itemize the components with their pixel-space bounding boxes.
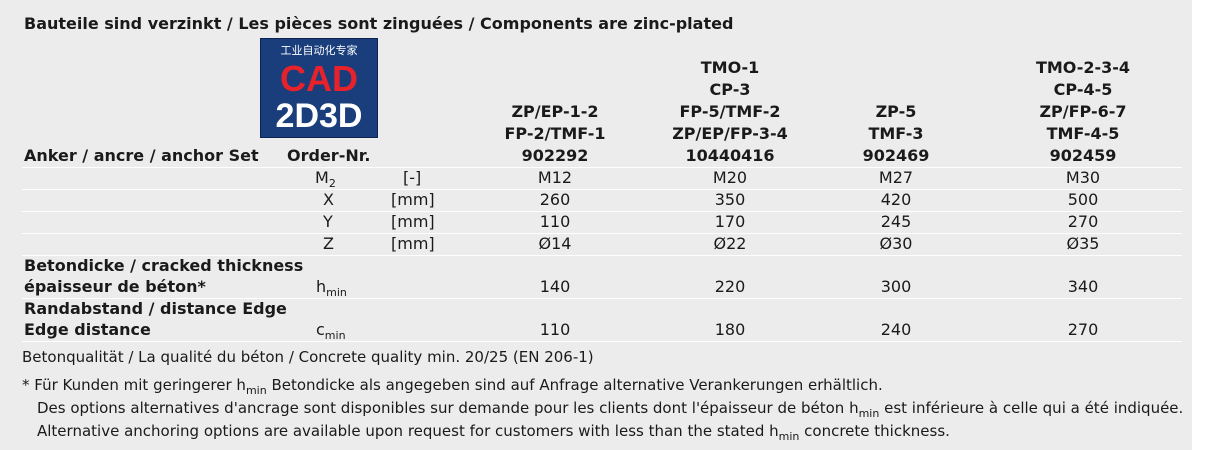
order-nr-col-1: 902292 bbox=[521, 146, 589, 165]
cmin-col-2: 180 bbox=[714, 320, 746, 339]
page-title: Bauteile sind verzinkt / Les pièces sont… bbox=[24, 14, 734, 33]
hmin-col-3: 300 bbox=[880, 277, 912, 296]
row-divider bbox=[22, 189, 1182, 190]
x-col-3: 420 bbox=[880, 190, 912, 209]
m-label: M2 bbox=[315, 168, 336, 190]
y-col-2: 170 bbox=[714, 212, 746, 231]
concrete-quality-note: Betonqualität / La qualité du béton / Co… bbox=[22, 348, 594, 366]
z-col-4: Ø35 bbox=[1066, 234, 1100, 253]
z-col-3: Ø30 bbox=[879, 234, 913, 253]
col-2-model-2: CP-3 bbox=[709, 80, 751, 99]
x-col-4: 500 bbox=[1067, 190, 1099, 209]
cad-2d3d-logo: 工业自动化专家 CAD 2D3D bbox=[260, 38, 378, 138]
footnote-en: Alternative anchoring options are availa… bbox=[37, 422, 950, 443]
x-unit: [mm] bbox=[391, 190, 435, 209]
order-nr-label: Order-Nr. bbox=[287, 146, 371, 165]
cmin-col-1: 110 bbox=[539, 320, 571, 339]
cmin-col-3: 240 bbox=[880, 320, 912, 339]
thickness-label-2: épaisseur de béton* bbox=[24, 277, 206, 296]
col-1-model-1: ZP/EP-1-2 bbox=[511, 102, 599, 121]
m-col-2: M20 bbox=[712, 168, 748, 187]
m-col-4: M30 bbox=[1065, 168, 1101, 187]
logo-2d3d-text: 2D3D bbox=[275, 97, 363, 135]
edge-label-2: Edge distance bbox=[24, 320, 151, 339]
col-4-model-2: CP-4-5 bbox=[1053, 80, 1113, 99]
footnote-fr: Des options alternatives d'ancrage sont … bbox=[37, 399, 1184, 420]
y-col-1: 110 bbox=[539, 212, 571, 231]
logo-cn-text: 工业自动化专家 bbox=[280, 44, 358, 57]
logo-cad-text: CAD bbox=[280, 58, 358, 99]
footnote-de: * Für Kunden mit geringerer hmin Betondi… bbox=[22, 376, 883, 397]
cmin-col-4: 270 bbox=[1067, 320, 1099, 339]
y-unit: [mm] bbox=[391, 212, 435, 231]
anchor-set-label: Anker / ancre / anchor Set bbox=[24, 146, 259, 165]
thickness-label-1: Betondicke / cracked thickness bbox=[24, 256, 304, 275]
cmin-label: cmin bbox=[316, 320, 346, 342]
x-col-2: 350 bbox=[714, 190, 746, 209]
x-label: X bbox=[323, 190, 334, 209]
hmin-col-1: 140 bbox=[539, 277, 571, 296]
col-2-model-1: TMO-1 bbox=[700, 58, 760, 77]
z-label: Z bbox=[323, 234, 334, 253]
col-4-model-3: ZP/FP-6-7 bbox=[1039, 102, 1127, 121]
y-col-3: 245 bbox=[880, 212, 912, 231]
page-margin bbox=[1192, 0, 1208, 450]
y-label: Y bbox=[323, 212, 333, 231]
col-3-model-1: ZP-5 bbox=[875, 102, 917, 121]
row-divider bbox=[22, 233, 1182, 234]
z-unit: [mm] bbox=[391, 234, 435, 253]
hmin-label: hmin bbox=[316, 277, 347, 299]
m-col-1: M12 bbox=[537, 168, 573, 187]
col-2-model-3: FP-5/TMF-2 bbox=[679, 102, 781, 121]
order-nr-col-4: 902459 bbox=[1049, 146, 1117, 165]
edge-label-1: Randabstand / distance Edge bbox=[24, 299, 287, 318]
row-divider bbox=[22, 341, 1182, 342]
x-col-1: 260 bbox=[539, 190, 571, 209]
hmin-col-2: 220 bbox=[714, 277, 746, 296]
z-col-1: Ø14 bbox=[538, 234, 572, 253]
col-2-model-4: ZP/EP/FP-3-4 bbox=[672, 124, 788, 143]
row-divider bbox=[22, 255, 1182, 256]
row-divider bbox=[22, 211, 1182, 212]
y-col-4: 270 bbox=[1067, 212, 1099, 231]
z-col-2: Ø22 bbox=[713, 234, 747, 253]
hmin-col-4: 340 bbox=[1067, 277, 1099, 296]
m-unit: [-] bbox=[403, 168, 422, 187]
row-divider bbox=[22, 298, 1182, 299]
order-nr-col-3: 902469 bbox=[862, 146, 930, 165]
row-divider bbox=[22, 167, 1182, 168]
col-4-model-4: TMF-4-5 bbox=[1046, 124, 1120, 143]
order-nr-col-2: 10440416 bbox=[685, 146, 775, 165]
col-4-model-1: TMO-2-3-4 bbox=[1035, 58, 1131, 77]
col-3-model-2: TMF-3 bbox=[868, 124, 924, 143]
m-col-3: M27 bbox=[878, 168, 914, 187]
col-1-model-2: FP-2/TMF-1 bbox=[504, 124, 606, 143]
